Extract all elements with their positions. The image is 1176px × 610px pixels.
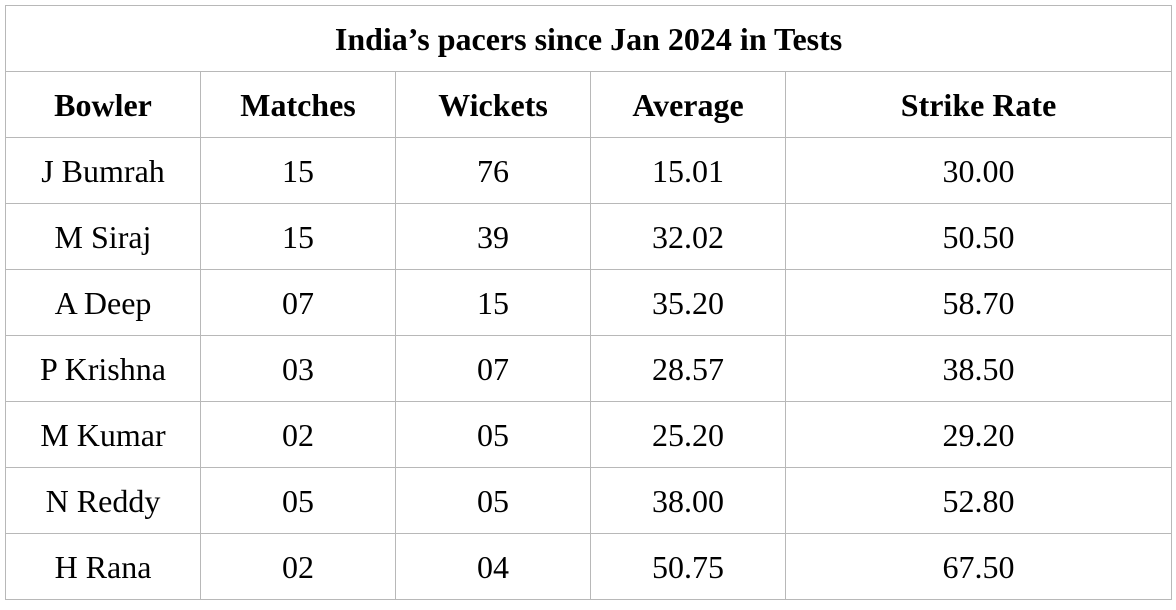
table-row: H Rana 02 04 50.75 67.50	[5, 533, 1173, 600]
cell-bowler: J Bumrah	[5, 137, 201, 204]
cell-average: 38.00	[590, 467, 786, 534]
cell-strike-rate: 52.80	[784, 467, 1173, 534]
cell-matches: 07	[200, 269, 396, 336]
cell-bowler: H Rana	[5, 533, 201, 600]
cell-wickets: 07	[395, 335, 591, 402]
table-row: J Bumrah 15 76 15.01 30.00	[5, 137, 1173, 204]
cell-wickets: 76	[395, 137, 591, 204]
header-row: Bowler Matches Wickets Average Strike Ra…	[5, 71, 1173, 138]
header-matches: Matches	[200, 71, 396, 138]
cell-strike-rate: 67.50	[784, 533, 1173, 600]
cell-matches: 15	[200, 137, 396, 204]
table-title: India’s pacers since Jan 2024 in Tests	[4, 5, 1173, 72]
table-row: A Deep 07 15 35.20 58.70	[5, 269, 1173, 336]
cell-average: 25.20	[590, 401, 786, 468]
cell-wickets: 39	[395, 203, 591, 270]
header-average: Average	[590, 71, 786, 138]
cell-matches: 05	[200, 467, 396, 534]
table-row: M Siraj 15 39 32.02 50.50	[5, 203, 1173, 270]
title-row: India’s pacers since Jan 2024 in Tests	[4, 5, 1173, 72]
cell-matches: 02	[200, 401, 396, 468]
cell-matches: 15	[200, 203, 396, 270]
pacers-stats-table: India’s pacers since Jan 2024 in Tests B…	[4, 5, 1173, 600]
header-wickets: Wickets	[395, 71, 591, 138]
cell-strike-rate: 30.00	[784, 137, 1173, 204]
cell-average: 50.75	[590, 533, 786, 600]
table-row: M Kumar 02 05 25.20 29.20	[5, 401, 1173, 468]
header-bowler: Bowler	[5, 71, 201, 138]
cell-wickets: 05	[395, 401, 591, 468]
cell-wickets: 15	[395, 269, 591, 336]
cell-matches: 03	[200, 335, 396, 402]
cell-matches: 02	[200, 533, 396, 600]
cell-bowler: M Siraj	[5, 203, 201, 270]
table-row: N Reddy 05 05 38.00 52.80	[5, 467, 1173, 534]
cell-average: 28.57	[590, 335, 786, 402]
cell-strike-rate: 38.50	[784, 335, 1173, 402]
cell-average: 15.01	[590, 137, 786, 204]
cell-strike-rate: 58.70	[784, 269, 1173, 336]
cell-wickets: 05	[395, 467, 591, 534]
cell-strike-rate: 29.20	[784, 401, 1173, 468]
cell-wickets: 04	[395, 533, 591, 600]
header-strike-rate: Strike Rate	[784, 71, 1173, 138]
table-row: P Krishna 03 07 28.57 38.50	[5, 335, 1173, 402]
cell-average: 32.02	[590, 203, 786, 270]
cell-average: 35.20	[590, 269, 786, 336]
cell-bowler: N Reddy	[5, 467, 201, 534]
cell-strike-rate: 50.50	[784, 203, 1173, 270]
cell-bowler: A Deep	[5, 269, 201, 336]
cell-bowler: M Kumar	[5, 401, 201, 468]
cell-bowler: P Krishna	[5, 335, 201, 402]
